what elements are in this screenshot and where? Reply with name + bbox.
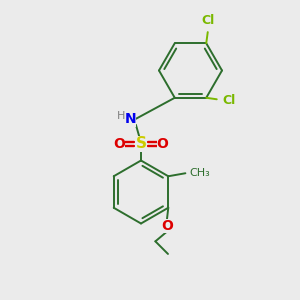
Text: N: N [125,112,136,126]
Text: O: O [113,137,125,151]
Text: Cl: Cl [223,94,236,107]
Text: CH₃: CH₃ [189,168,210,178]
Text: S: S [136,136,146,152]
Text: O: O [157,137,169,151]
Text: O: O [161,219,173,233]
Text: Cl: Cl [201,14,214,27]
Text: H: H [117,111,125,121]
